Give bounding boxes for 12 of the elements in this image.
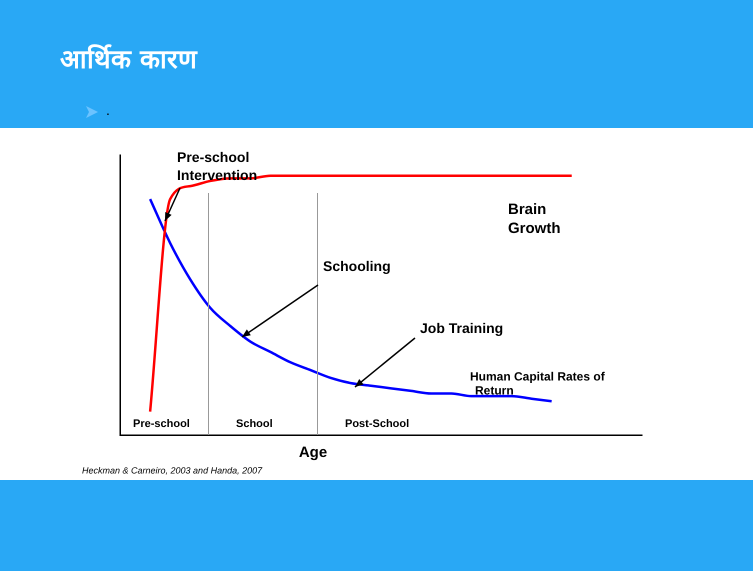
chart-title: आर्थिक कारण xyxy=(60,43,198,76)
series-label: Human Capital Rates of Return xyxy=(470,369,606,398)
text: Heckman & Carneiro, 2003 and Handa, 2007 xyxy=(82,466,264,476)
annotation: Pre-school Intervention xyxy=(177,148,258,183)
chart-subtitle: . xyxy=(106,102,110,118)
annotation: School xyxy=(236,418,273,430)
annotation: Job Training xyxy=(420,320,504,336)
x-axis-title: Age xyxy=(298,444,328,462)
annotation: Post-School xyxy=(345,418,410,430)
annotation: Pre-school xyxy=(133,418,190,430)
series-label: Brain Growth xyxy=(508,201,560,238)
annotation: Schooling xyxy=(323,258,391,274)
